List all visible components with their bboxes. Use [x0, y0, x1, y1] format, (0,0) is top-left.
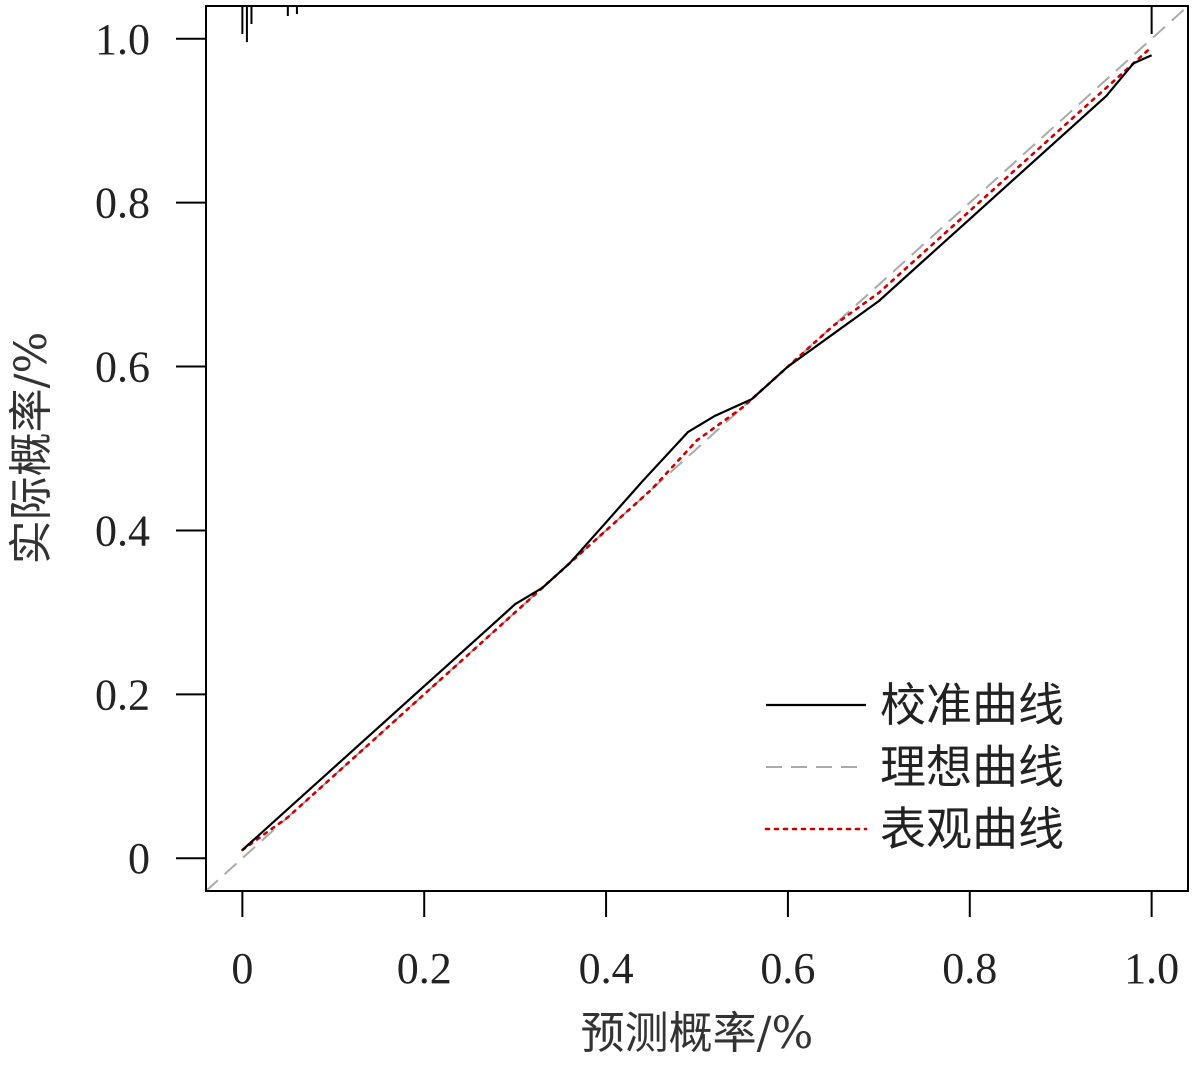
x-tick-label: 0.6 [760, 944, 815, 993]
y-axis-title: 实际概率/% [6, 332, 57, 565]
series-line-3 [241, 45, 1153, 852]
y-tick-label: 0 [128, 834, 150, 883]
y-tick-label: 1.0 [95, 15, 150, 64]
x-tick-label: 1.0 [1124, 944, 1179, 993]
legend-label-3: 表观曲线 [880, 802, 1064, 856]
axis-ticks: 0 0.2 0.4 0.6 0.8 1.0 0 0.2 0.4 0.6 0.8 1.0 [95, 15, 1179, 993]
y-tick-label: 0.6 [95, 343, 150, 392]
x-tick-label: 0 [231, 944, 253, 993]
x-axis-title: 预测概率/% [581, 1008, 814, 1059]
legend-label-1: 校准曲线 [880, 678, 1064, 732]
legend-label-2: 理想曲线 [880, 740, 1064, 794]
rug-marks [241, 6, 1153, 42]
x-tick-label: 0.8 [942, 944, 997, 993]
plot-layer [205, 5, 1189, 892]
y-tick-label: 0.2 [95, 670, 150, 719]
x-tick-label: 0.2 [397, 944, 452, 993]
series-line-2 [205, 5, 1189, 892]
x-tick-label: 0.4 [579, 944, 634, 993]
y-tick-label: 0.4 [95, 506, 150, 555]
series-line-1 [241, 54, 1153, 851]
y-tick-label: 0.8 [95, 179, 150, 228]
plot-frame [205, 5, 1189, 892]
